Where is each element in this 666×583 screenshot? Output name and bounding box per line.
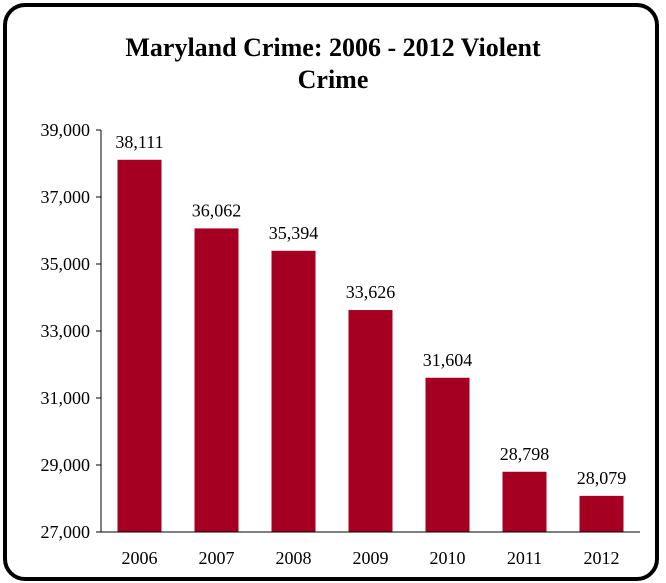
x-tick-label: 2008 [276,548,312,568]
bar [579,495,624,532]
chart-title-line-1: Maryland Crime: 2006 - 2012 Violent [125,33,541,62]
bars: 38,111 36,062 35,394 33,626 31,604 28,798 28,0… [115,132,626,532]
x-tick-label: 2012 [584,548,620,568]
y-tick-label: 39,000 [41,120,91,140]
data-label: 36,062 [192,200,242,220]
y-tick-label: 29,000 [41,455,91,475]
x-tick-label: 2007 [199,548,235,568]
chart-title: Maryland Crime: 2006 - 2012 Violent Crim… [0,32,666,96]
y-tick-label: 27,000 [41,522,91,542]
bar [117,159,162,532]
data-label: 38,111 [115,132,163,152]
x-tick-label: 2009 [353,548,389,568]
bar [194,228,239,532]
x-tick-label: 2006 [122,548,158,568]
data-label: 33,626 [346,282,396,302]
bar [271,250,316,532]
x-tick-label: 2010 [430,548,466,568]
y-tick-label: 31,000 [41,388,91,408]
y-tick-label: 37,000 [41,187,91,207]
y-tick-label: 35,000 [41,254,91,274]
data-label: 28,079 [577,468,627,488]
x-tick-label: 2011 [507,548,542,568]
bar [425,377,470,532]
data-label: 31,604 [423,350,473,370]
chart-title-line-2: Crime [297,65,369,94]
bar [502,471,547,532]
x-axis-labels: 2006 2007 2008 2009 2010 2011 2012 [122,548,620,568]
y-axis-ticks: 27,000 29,000 31,000 33,000 35,000 37,000 39,0… [41,120,101,542]
y-tick-label: 33,000 [41,321,91,341]
chart-frame [3,3,659,581]
data-label: 35,394 [269,223,319,243]
bar [348,310,393,532]
data-label: 28,798 [500,444,550,464]
